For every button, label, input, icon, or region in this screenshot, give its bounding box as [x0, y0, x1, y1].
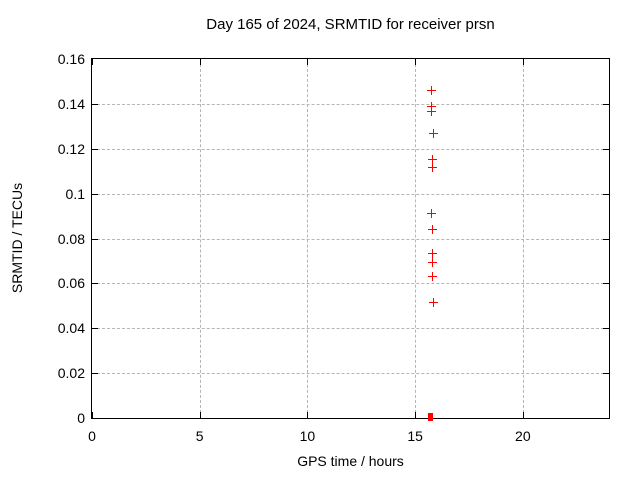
zero-cluster-marker: [428, 413, 434, 421]
plot-area: [91, 58, 610, 421]
y-gridline: [92, 148, 609, 150]
y-tick-left: [92, 103, 98, 105]
x-tick-top: [307, 59, 309, 65]
y-tick-label: 0: [77, 410, 85, 426]
x-tick-bottom: [92, 412, 93, 418]
data-point-marker: [429, 128, 439, 138]
x-tick-bottom: [415, 412, 417, 418]
x-tick-label: 5: [195, 428, 204, 444]
marker-vertical-bar: [433, 128, 435, 138]
y-tick-right: [603, 193, 609, 195]
marker-vertical-bar: [431, 85, 433, 95]
data-point-marker: [428, 297, 438, 307]
marker-vertical-bar: [432, 257, 434, 267]
y-gridline: [92, 283, 609, 285]
y-tick-label: 0.14: [57, 95, 85, 112]
y-tick-label: 0.04: [57, 320, 85, 337]
y-tick-right: [603, 373, 609, 375]
y-tick-right: [603, 103, 609, 105]
marker-vertical-bar: [432, 297, 434, 307]
marker-vertical-bar: [431, 101, 433, 111]
y-gridline: [92, 103, 609, 105]
x-tick-label: 10: [299, 428, 316, 444]
x-tick-bottom: [522, 412, 524, 418]
marker-vertical-bar: [432, 272, 434, 282]
y-gridline: [92, 238, 609, 240]
y-tick-right: [603, 148, 609, 150]
marker-vertical-bar: [431, 163, 433, 173]
y-tick-left: [92, 328, 98, 330]
data-point-marker: [427, 101, 437, 111]
y-tick-label: 0.12: [57, 140, 85, 157]
y-tick-left: [92, 193, 98, 195]
marker-vertical-bar: [431, 248, 433, 258]
y-tick-right: [603, 283, 609, 285]
marker-vertical-bar: [432, 155, 434, 165]
y-tick-label: 0.02: [57, 365, 85, 382]
data-point-marker: [428, 155, 438, 165]
y-tick-left: [92, 148, 98, 150]
y-axis-label: SRMTID / TECUs: [9, 182, 25, 294]
y-tick-left: [92, 238, 98, 240]
x-axis-label: GPS time / hours: [297, 453, 404, 469]
y-tick-left: [92, 373, 98, 375]
x-tick-top: [415, 59, 417, 65]
data-point-marker: [427, 163, 437, 173]
y-gridline: [92, 373, 609, 375]
x-tick-top: [92, 59, 93, 65]
y-tick-label: 0.1: [65, 185, 85, 202]
data-point-marker: [428, 272, 438, 282]
y-gridline: [92, 193, 609, 195]
x-tick-top: [199, 59, 201, 65]
marker-vertical-bar: [431, 107, 433, 117]
x-tick-bottom: [307, 412, 309, 418]
y-tick-label: 0.08: [57, 230, 85, 247]
y-tick-left: [92, 283, 98, 285]
data-point-marker: [427, 225, 437, 235]
data-point-marker: [427, 248, 437, 258]
x-tick-bottom: [199, 412, 201, 418]
y-tick-right: [603, 238, 609, 240]
data-point-marker: [427, 209, 437, 219]
y-tick-label: 0.16: [57, 51, 85, 67]
y-tick-label: 0.06: [57, 275, 85, 292]
x-tick-label: 20: [515, 428, 531, 444]
data-point-marker: [428, 257, 438, 267]
data-point-marker: [427, 85, 437, 95]
y-gridline: [92, 328, 609, 330]
y-tick-right: [603, 328, 609, 330]
x-tick-label: 0: [88, 428, 96, 444]
chart-title: Day 165 of 2024, SRMTID for receiver prs…: [206, 16, 495, 33]
data-point-marker: [427, 107, 437, 117]
x-tick-top: [522, 59, 524, 65]
x-tick-label: 15: [407, 428, 423, 444]
marker-vertical-bar: [431, 225, 433, 235]
marker-vertical-bar: [431, 209, 433, 219]
